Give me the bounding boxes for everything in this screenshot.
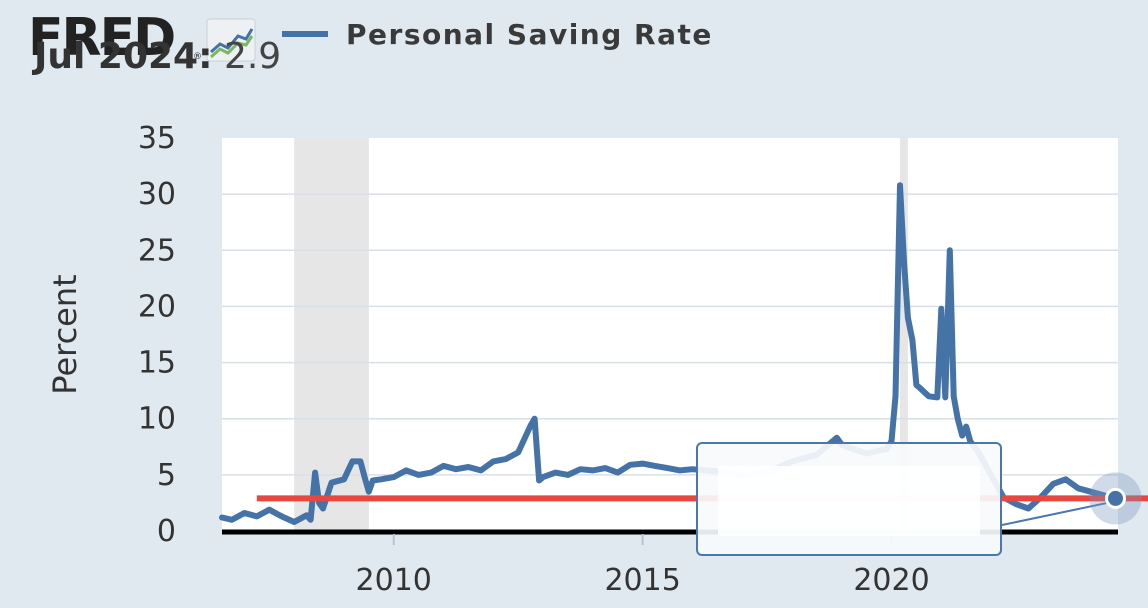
y-tick-label: 35 [138,121,176,156]
y-tick-label: 30 [138,177,176,212]
y-tick-label: 25 [138,233,176,268]
registered-mark: ® [193,52,202,62]
fred-logo[interactable]: FRED [28,8,176,68]
y-tick-label: 15 [138,346,176,381]
tooltip-date: Jul 2024: [34,36,213,77]
series-line [219,182,1119,525]
y-axis-title: Percent [46,274,84,394]
recession-band [294,138,369,531]
fred-chart-icon [206,18,256,62]
y-tick-label: 10 [138,402,176,437]
tooltip [696,442,1002,556]
tooltip-inner [718,466,980,536]
legend-label: Personal Saving Rate [346,17,713,51]
legend[interactable]: Personal Saving Rate [282,14,713,54]
x-tick-label: 2015 [604,563,680,598]
x-tick-label: 2010 [356,563,432,598]
tooltip-text: Jul 2024: 2.9 [34,36,281,77]
y-tick-label: 5 [157,458,176,493]
legend-swatch [282,31,328,37]
x-tick-label: 2020 [853,563,929,598]
tooltip-value: 2.9 [223,36,282,77]
chart-header: FRED ® Personal Saving Rate [0,0,1148,80]
recession-band [899,138,908,531]
y-tick-label: 0 [157,514,176,549]
tooltip-connector [1001,501,1110,526]
highlight-point [1105,487,1127,509]
y-tick-label: 20 [138,289,176,324]
